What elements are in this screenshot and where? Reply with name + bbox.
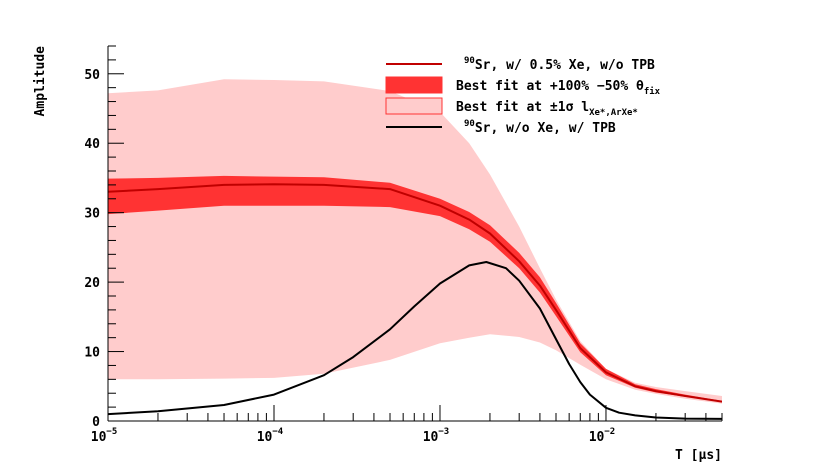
x-tick-base: 10 (257, 430, 273, 445)
black-line-series (108, 261, 722, 420)
y-tick-label: 40 (84, 137, 100, 152)
red-line-series (108, 183, 722, 403)
legend-band-swatch (385, 76, 443, 94)
legend-entry: Best fit at ±1σ lXe*,ArXe* (385, 97, 638, 118)
plot-clip-group (108, 79, 722, 420)
legend-label: 90Sr, w/o Xe, w/ TPB (464, 119, 616, 136)
x-tick-label: 10−5 (91, 427, 118, 445)
x-tick-label: 10−3 (423, 427, 450, 445)
legend-text: Best fit at +100% −50% θ (456, 79, 644, 94)
y-tick-label: 0 (92, 415, 100, 430)
y-tick-label: 10 (84, 346, 100, 361)
x-tick-exponent: −2 (604, 427, 615, 437)
y-axis-label: Amplitude (33, 46, 48, 117)
x-tick-base: 10 (423, 430, 439, 445)
legend-text: Best fit at ±1σ l (456, 100, 589, 115)
y-tick-label: 20 (84, 276, 100, 291)
legend-subscript: fix (644, 86, 661, 97)
x-tick-exponent: −5 (106, 427, 117, 437)
legend-text: Sr, w/o Xe, w/ TPB (475, 121, 616, 136)
legend-subscript: Xe*,ArXe* (589, 108, 638, 118)
x-tick-exponent: −3 (438, 427, 449, 437)
legend-entry: 90Sr, w/o Xe, w/ TPB (386, 119, 616, 136)
y-tick-label: 50 (84, 68, 100, 83)
y-tick-label: 30 (84, 207, 100, 222)
legend-text: Sr, w/ 0.5% Xe, w/o TPB (475, 58, 655, 73)
red-band-series (108, 175, 722, 403)
legend-entry: Best fit at +100% −50% θfix (385, 76, 661, 97)
x-tick-base: 10 (91, 430, 107, 445)
pink-band-series (108, 79, 722, 404)
x-tick-label: 10−4 (257, 427, 284, 445)
plot-area (108, 79, 722, 420)
x-tick-exponent: −4 (272, 427, 283, 437)
legend-band-swatch (385, 97, 443, 115)
x-tick-base: 10 (589, 430, 605, 445)
x-tick-label: 10−2 (589, 427, 616, 445)
legend-superscript: 90 (464, 119, 475, 129)
legend-label: Best fit at ±1σ lXe*,ArXe* (456, 100, 638, 118)
legend-superscript: 90 (464, 56, 475, 66)
legend-entry: 90Sr, w/ 0.5% Xe, w/o TPB (386, 56, 655, 73)
legend-label: 90Sr, w/ 0.5% Xe, w/o TPB (464, 56, 655, 73)
x-axis-label: T [μs] (675, 448, 722, 463)
legend-label: Best fit at +100% −50% θfix (456, 79, 661, 97)
